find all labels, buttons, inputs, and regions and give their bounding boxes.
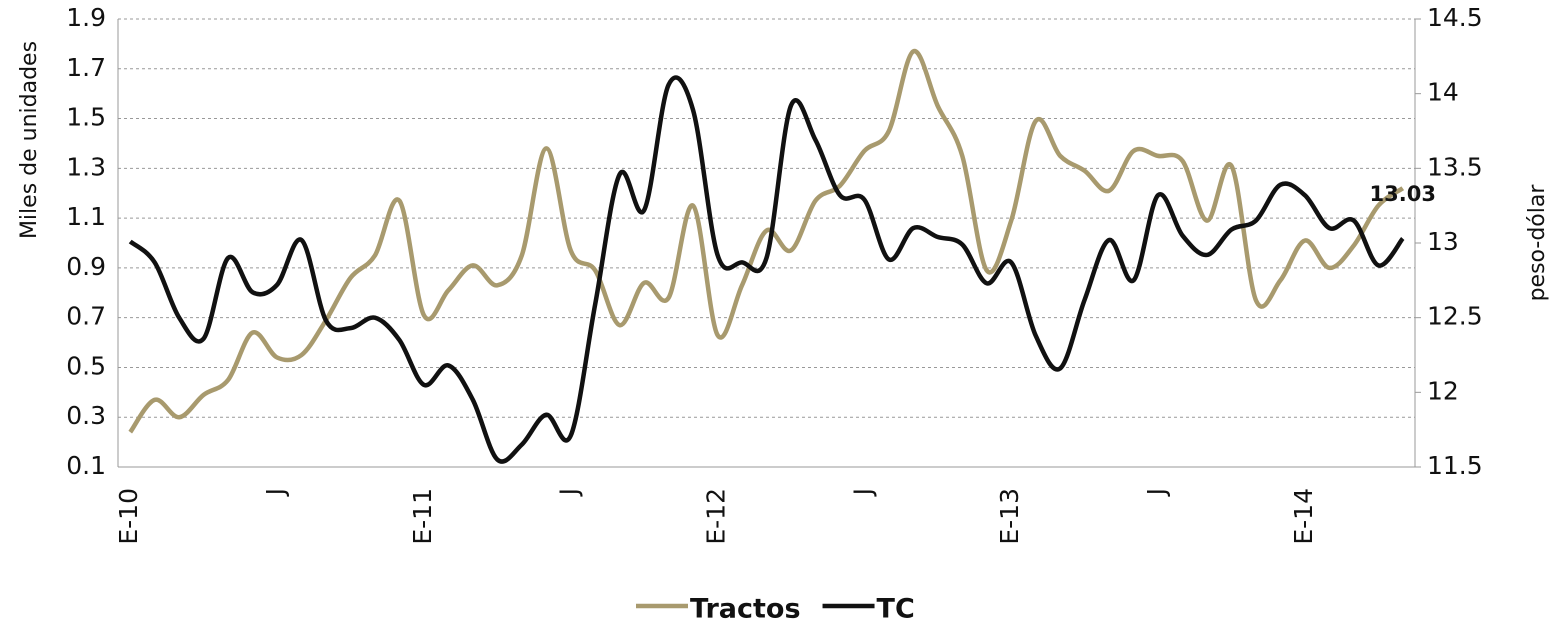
y-tick-label: 1.1 [66,202,106,231]
data-label: 13.03 [1370,182,1436,206]
line-series [128,49,1405,434]
y-tick-label: 0.1 [66,451,106,480]
y2-tick-label: 13 [1427,227,1459,256]
y2-tick-label: 13.5 [1427,152,1483,181]
y2-tick-label: 12 [1427,376,1459,405]
y-tick-label: 0.5 [66,351,106,380]
legend-label: TC [877,594,915,625]
y-tick-label: 1.9 [66,3,106,32]
y-tick-label: 1.3 [66,152,106,181]
x-tick-label: E-13 [995,488,1024,545]
x-tick-label: J [848,488,877,497]
y2-tick-label: 11.5 [1427,451,1483,480]
x-tick-label: J [555,488,584,497]
y2-tick-label: 14.5 [1427,3,1483,32]
y2-tick-label: 12.5 [1427,302,1483,331]
legend-label: Tractos [690,594,801,625]
y2-tick-label: 14 [1427,78,1459,107]
y-tick-label: 1.7 [66,53,106,82]
x-tick-label: J [1142,488,1171,497]
x-tick-label: E-12 [702,488,731,545]
y-tick-label: 0.3 [66,401,106,430]
x-tick-label: J [261,488,290,497]
y-tick-label: 1.5 [66,103,106,132]
x-tick-label: E-10 [114,488,143,545]
line-series [128,75,1405,464]
x-tick-label: E-14 [1289,488,1318,545]
y-tick-label: 0.9 [66,252,106,281]
y2-axis-title: peso-dólar [1525,184,1550,302]
x-tick-label: E-11 [408,488,437,545]
y-axis-title: Miles de unidades [17,41,42,239]
y-tick-label: 0.7 [66,302,106,331]
